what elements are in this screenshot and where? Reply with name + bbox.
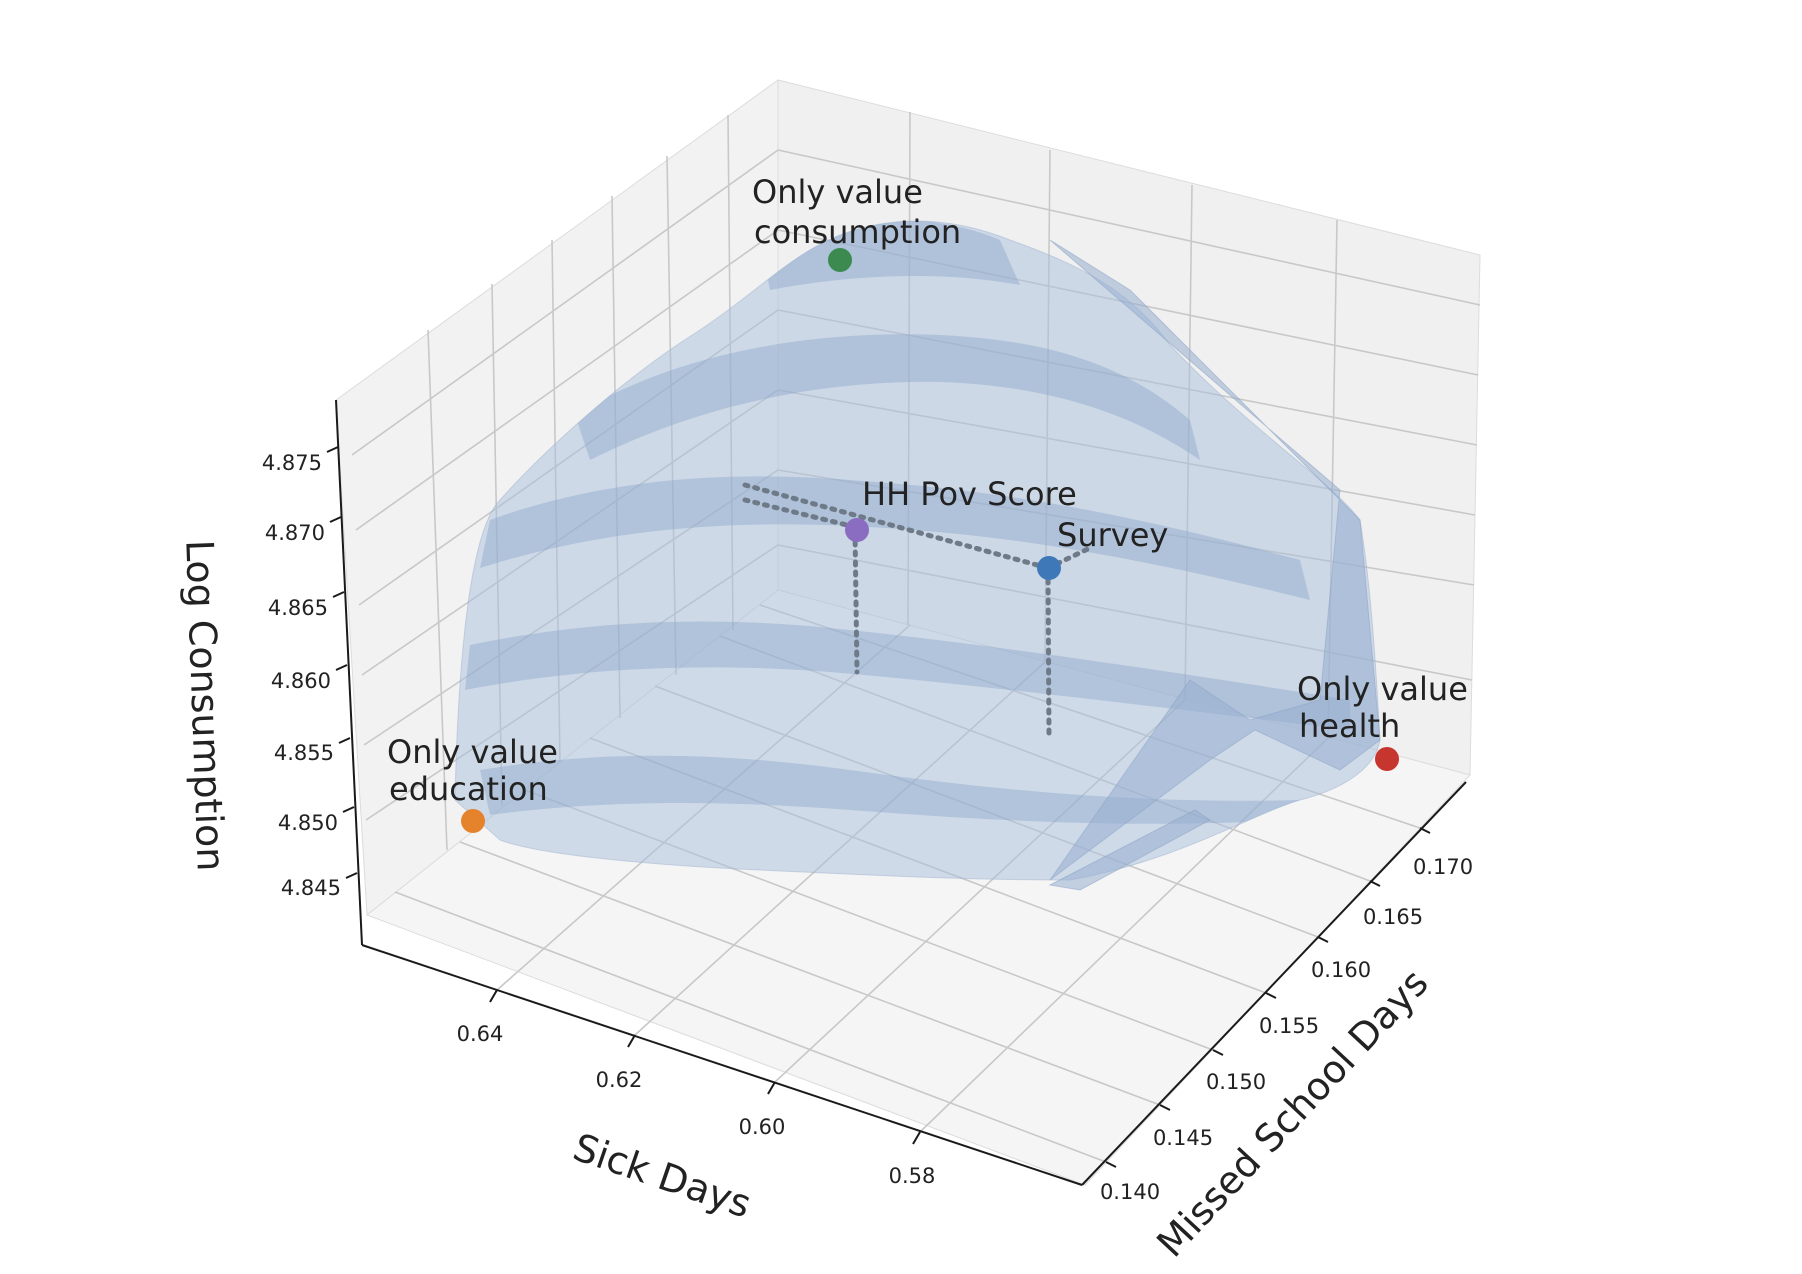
z-tick-label: 4.865 [268,596,328,620]
point-only-value-education [461,809,485,833]
annotation-health-line2: health [1299,707,1400,745]
y-tick-label: 0.155 [1259,1014,1319,1038]
z-axis-title: Log Consumption [177,539,233,872]
point-survey [1037,556,1061,580]
tick-marks [326,446,1431,1168]
frontier-surface [454,220,1381,891]
z-tick-label: 4.845 [281,876,341,900]
z-tick-label: 4.850 [278,811,338,835]
annotation-education-line1: Only value [387,733,558,771]
y-tick-label: 0.160 [1311,958,1371,982]
annotation-hh-pov-score: HH Pov Score [862,475,1077,513]
annotation-survey: Survey [1057,516,1168,554]
y-tick-label: 0.165 [1363,905,1423,929]
x-axis-line [361,944,1083,1186]
point-only-value-consumption [828,248,852,272]
y-tick-label: 0.145 [1153,1126,1213,1150]
annotation-consumption-line2: consumption [754,213,961,251]
data-points [461,248,1399,833]
z-axis-line [335,399,363,946]
annotation-health-line1: Only value [1297,670,1468,708]
x-tick-label: 0.62 [596,1068,643,1092]
x-tick-label: 0.58 [889,1164,936,1188]
annotation-education-line2: education [389,770,548,808]
x-axis-title: Sick Days [568,1125,757,1227]
z-tick-label: 4.855 [274,741,334,765]
annotation-consumption-line1: Only value [752,173,923,211]
axis-lines [335,399,1467,1186]
y-tick-label: 0.150 [1206,1070,1266,1094]
y-tick-label: 0.140 [1100,1180,1160,1204]
x-tick-label: 0.60 [739,1115,786,1139]
x-tick-label: 0.64 [457,1022,504,1046]
y-tick-label: 0.170 [1413,855,1473,879]
point-only-value-health [1375,747,1399,771]
y-axis-line [1081,781,1467,1186]
z-tick-label: 4.875 [262,451,322,475]
z-tick-label: 4.870 [265,521,325,545]
point-hh-pov-score [845,518,869,542]
z-tick-label: 4.860 [271,669,331,693]
